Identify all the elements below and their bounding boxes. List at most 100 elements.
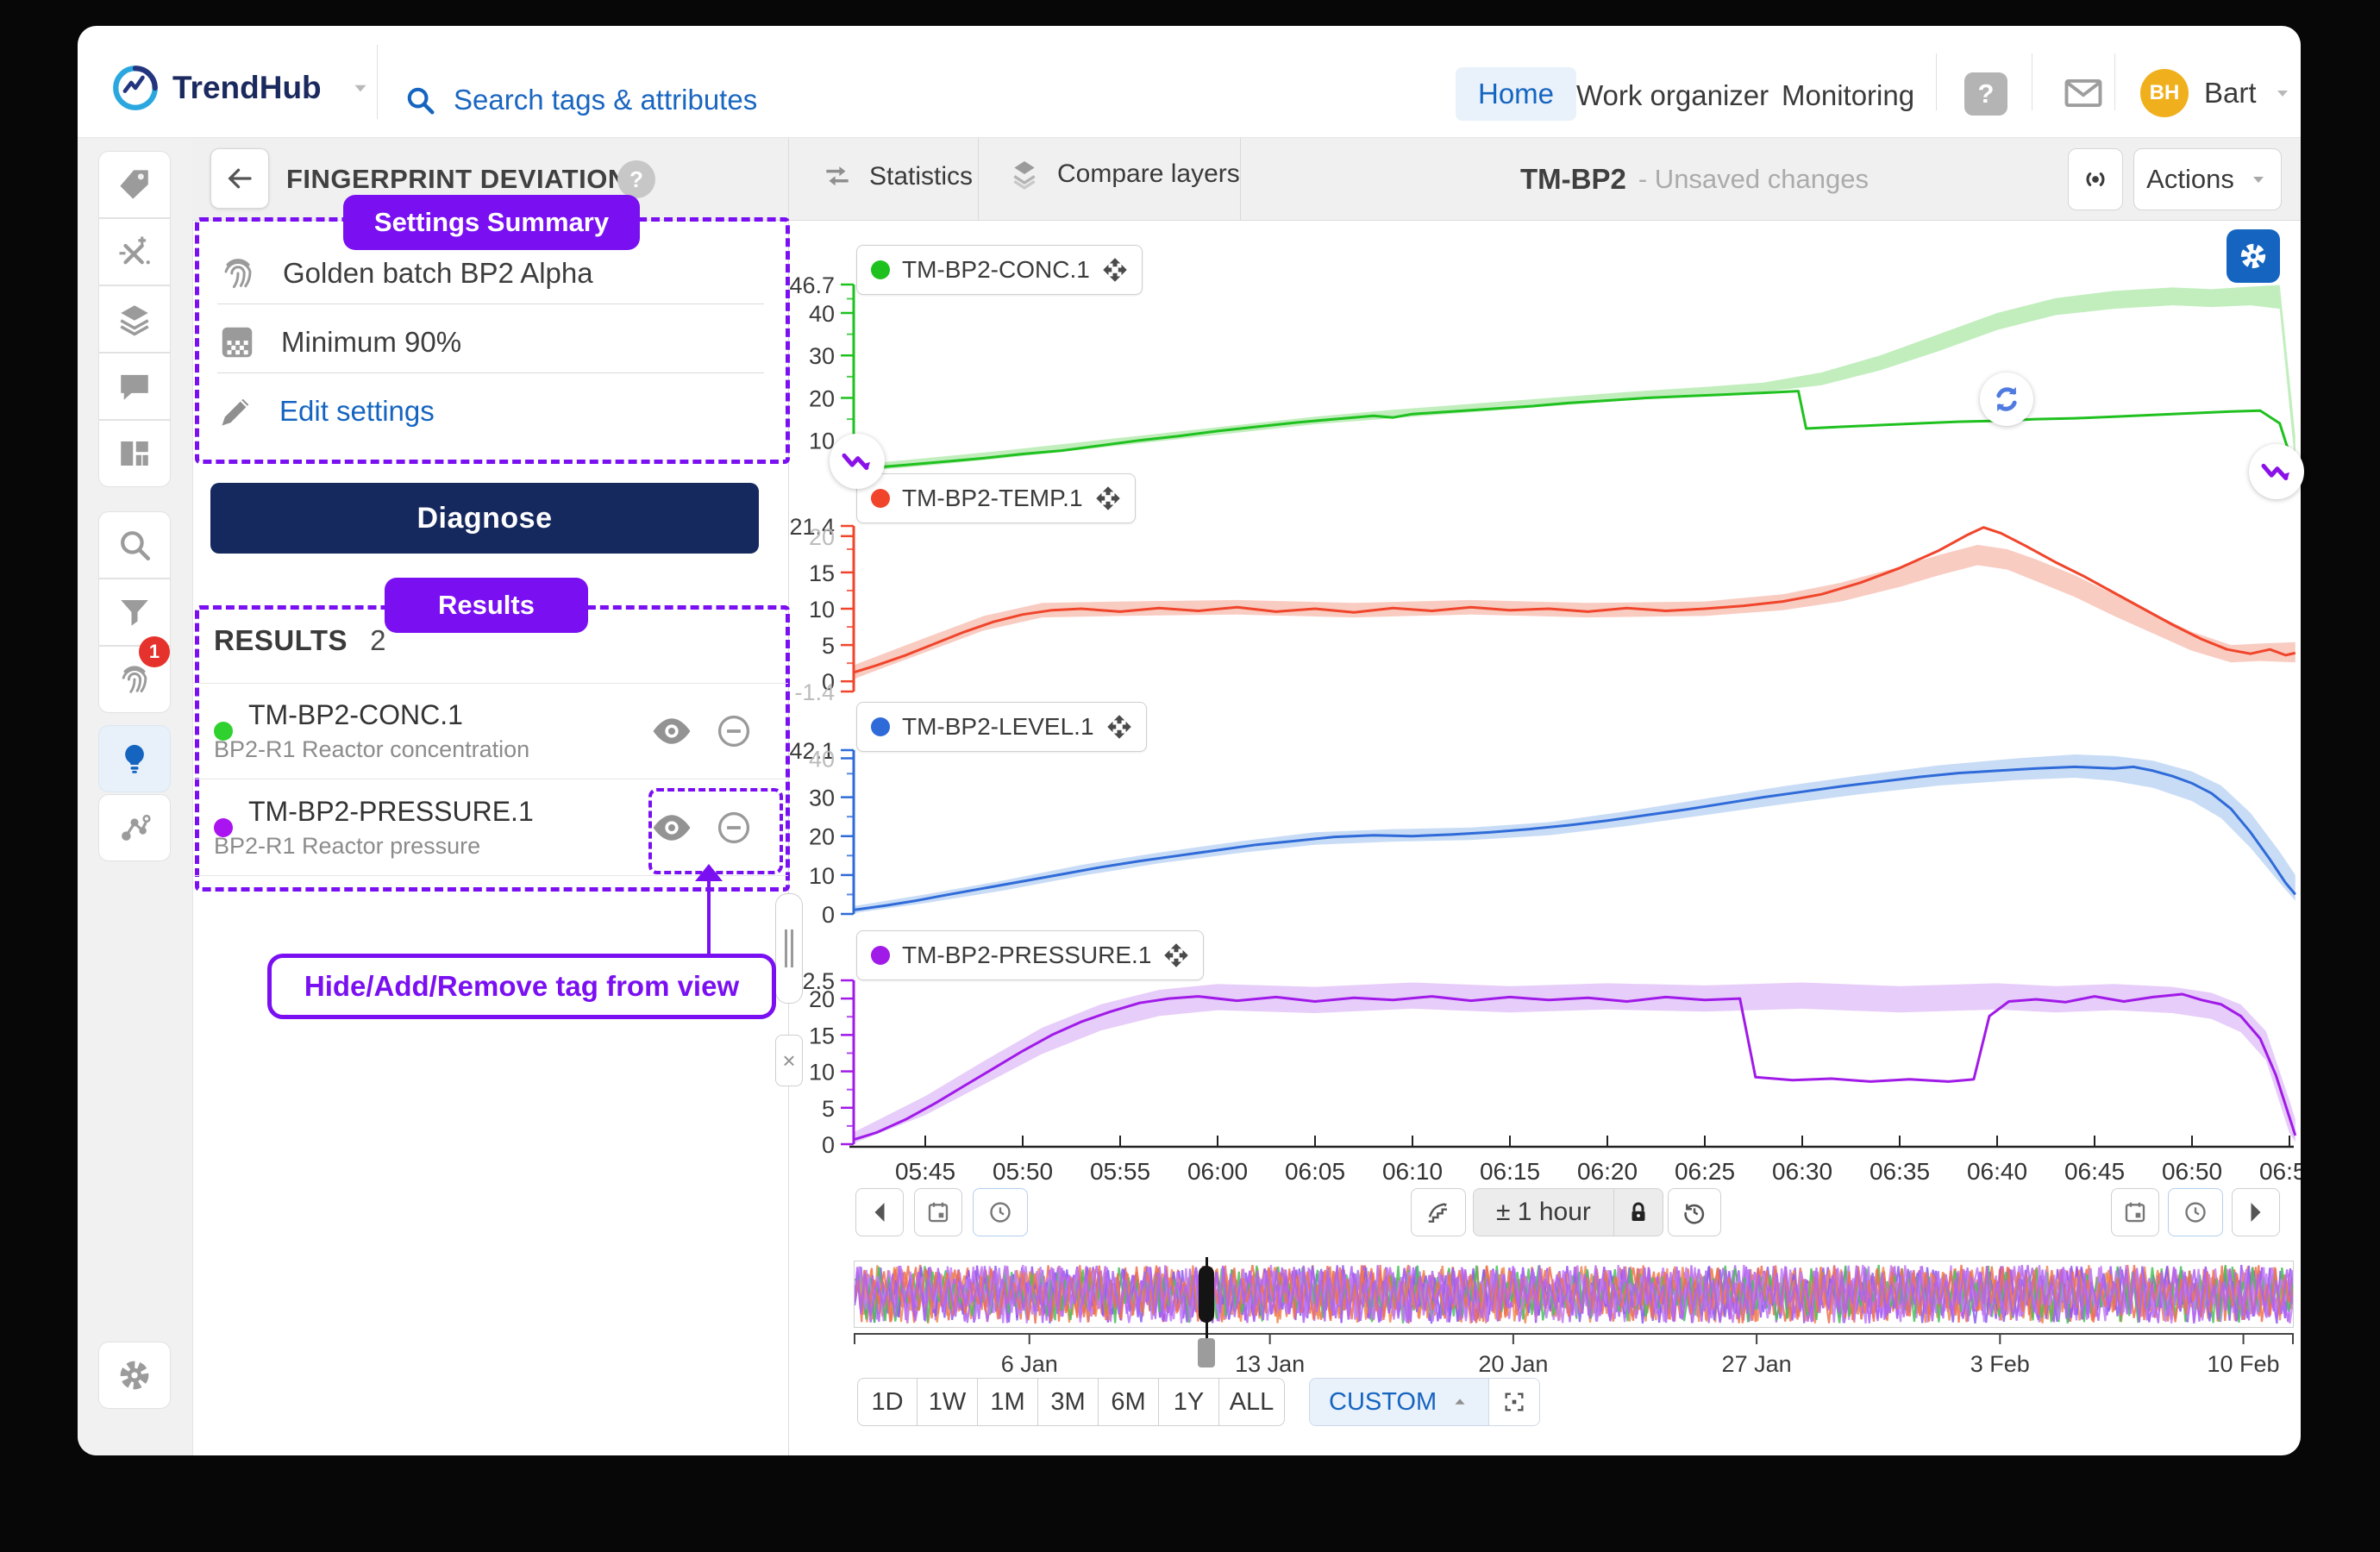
result-conc-remove-icon[interactable] — [716, 713, 752, 749]
search-placeholder: Search tags & attributes — [454, 84, 757, 116]
panel-collapse-handle[interactable]: × — [775, 1035, 803, 1086]
move-icon[interactable] — [1095, 485, 1121, 511]
mail-button[interactable] — [2061, 71, 2106, 120]
range-1y-button[interactable]: 1Y — [1159, 1378, 1219, 1426]
svg-text:06:40: 06:40 — [1967, 1158, 2027, 1185]
range-3m-button[interactable]: 3M — [1038, 1378, 1099, 1426]
context-timeline-graph — [855, 1261, 2293, 1327]
threshold-setting-value: Minimum 90% — [281, 326, 461, 359]
help-button[interactable]: ? — [1964, 72, 2007, 116]
svg-text:06:25: 06:25 — [1675, 1158, 1735, 1185]
compare-layers-label: Compare layers — [1057, 160, 1240, 189]
rail-filter-button[interactable] — [98, 579, 171, 646]
zigzag-trend-icon — [840, 444, 874, 479]
trend-jump-right-button[interactable] — [2249, 444, 2304, 499]
rail-context-items-button[interactable] — [98, 794, 171, 861]
svg-text:06:20: 06:20 — [1577, 1158, 1638, 1185]
legend-chip-pressure[interactable]: TM-BP2-PRESSURE.1 — [856, 930, 1204, 980]
rail-search-icon — [116, 527, 153, 563]
svg-text:15: 15 — [809, 1023, 835, 1048]
nav-tab-monitoring-label: Monitoring — [1782, 79, 1914, 111]
timeline-marker-handle[interactable] — [1199, 1266, 1214, 1323]
fingerprint-badge: 1 — [139, 636, 170, 667]
legend-chip-temp[interactable]: TM-BP2-TEMP.1 — [856, 473, 1136, 523]
panel-collapse-glyph: × — [782, 1048, 795, 1074]
nav-tab-home[interactable]: Home — [1456, 67, 1576, 121]
statistics-button[interactable]: Statistics — [821, 160, 973, 193]
rail-insights-button-active[interactable] — [98, 725, 171, 792]
rail-comment-button[interactable] — [98, 353, 171, 420]
range-1m-button[interactable]: 1M — [978, 1378, 1038, 1426]
rail-search-button[interactable] — [98, 511, 171, 579]
rail-dashboard-button[interactable] — [98, 420, 171, 487]
panel-help-button[interactable]: ? — [617, 160, 655, 198]
rail-calculations-button[interactable] — [98, 218, 171, 285]
app-root: TrendHub Search tags & attributes Home W… — [0, 0, 2380, 1552]
actions-button[interactable]: Actions — [2133, 148, 2282, 210]
result-conc-visibility-icon[interactable] — [652, 717, 692, 746]
svg-text:40: 40 — [809, 301, 835, 327]
hide-remove-annotation-label: Hide/Add/Remove tag from view — [304, 970, 739, 1003]
search-input[interactable]: Search tags & attributes — [404, 76, 757, 124]
trend-jump-left-button[interactable] — [830, 434, 885, 489]
svg-text:06:45: 06:45 — [2064, 1158, 2125, 1185]
zigzag-trend-icon — [2259, 454, 2294, 489]
timeline-marker-grip[interactable] — [1198, 1338, 1215, 1367]
brand-logo[interactable]: TrendHub — [110, 62, 372, 114]
custom-range-button[interactable]: CUSTOM — [1310, 1379, 1488, 1425]
nav-tab-monitoring[interactable]: Monitoring — [1782, 79, 1914, 112]
range-button-group: 1D 1W 1M 3M 6M 1Y ALL — [857, 1378, 1285, 1426]
edit-settings-row[interactable]: Edit settings — [217, 381, 735, 441]
diagnose-button[interactable]: Diagnose — [210, 483, 759, 554]
mail-icon — [2061, 71, 2106, 116]
brand-caret-icon[interactable] — [349, 77, 372, 99]
context-timeline-strip[interactable] — [854, 1261, 2294, 1328]
refresh-button[interactable] — [1980, 372, 2033, 426]
results-annotation-badge: Results — [385, 578, 588, 633]
result-row-conc[interactable]: TM-BP2-CONC.1 BP2-R1 Reactor concentrati… — [192, 683, 788, 779]
svg-text:20: 20 — [809, 824, 835, 850]
topbar-vdivider-4 — [2114, 53, 2115, 110]
move-icon[interactable] — [1102, 257, 1128, 283]
broadcast-button[interactable] — [2068, 148, 2123, 210]
range-6m-button[interactable]: 6M — [1099, 1378, 1159, 1426]
nav-tab-work-organizer[interactable]: Work organizer — [1576, 79, 1769, 112]
results-annotation-label: Results — [438, 590, 535, 621]
actions-label: Actions — [2146, 164, 2234, 195]
range-1w-label: 1W — [929, 1388, 967, 1417]
legend-temp-label: TM-BP2-TEMP.1 — [902, 485, 1083, 512]
edit-settings-link[interactable]: Edit settings — [279, 395, 435, 428]
panel-resize-handle[interactable] — [775, 893, 803, 1004]
back-button[interactable] — [210, 148, 269, 209]
avatar: BH — [2140, 69, 2189, 117]
rail-fingerprint-button[interactable]: 1 — [98, 646, 171, 713]
user-menu[interactable]: BH Bart — [2140, 69, 2293, 117]
pencil-icon — [217, 392, 255, 430]
rail-tag-button[interactable] — [98, 151, 171, 218]
rail-settings-button[interactable] — [98, 1342, 171, 1409]
move-icon[interactable] — [1106, 714, 1132, 740]
tag-icon — [116, 166, 153, 203]
range-6m-label: 6M — [1111, 1388, 1145, 1417]
actions-caret-icon — [2248, 169, 2269, 190]
svg-text:15: 15 — [809, 560, 835, 586]
result-pressure-description: BP2-R1 Reactor pressure — [214, 833, 534, 860]
svg-text:06:15: 06:15 — [1480, 1158, 1540, 1185]
calculations-icon — [116, 234, 153, 270]
legend-chip-level[interactable]: TM-BP2-LEVEL.1 — [856, 702, 1147, 752]
range-all-button[interactable]: ALL — [1219, 1378, 1285, 1426]
trendhub-logo-icon — [110, 63, 160, 113]
compare-layers-button[interactable]: Compare layers — [1007, 157, 1240, 191]
svg-text:06:35: 06:35 — [1870, 1158, 1930, 1185]
hide-remove-annotation-target-box — [648, 788, 783, 874]
move-icon[interactable] — [1163, 942, 1189, 968]
layers-icon — [116, 301, 153, 337]
rail-layers-button[interactable] — [98, 285, 171, 353]
legend-chip-conc[interactable]: TM-BP2-CONC.1 — [856, 245, 1143, 295]
fit-range-button[interactable] — [1488, 1379, 1539, 1425]
range-1d-button[interactable]: 1D — [857, 1378, 918, 1426]
chart-settings-button[interactable] — [2227, 229, 2280, 283]
svg-text:6 Jan: 6 Jan — [1001, 1351, 1058, 1377]
broadcast-icon — [2078, 162, 2113, 197]
range-1w-button[interactable]: 1W — [918, 1378, 978, 1426]
